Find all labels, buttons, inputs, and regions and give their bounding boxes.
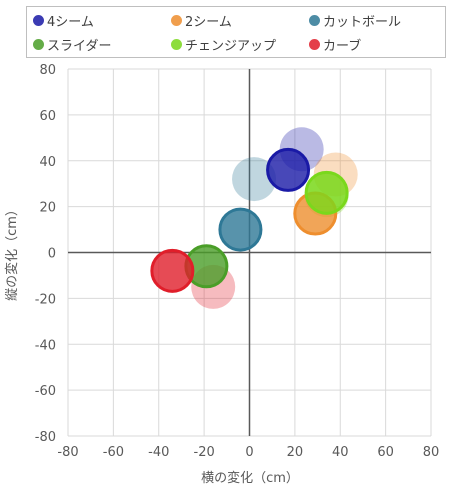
y-tick-label: 60 (39, 109, 56, 124)
legend-swatch-changeup (171, 38, 182, 50)
legend-item-curve: カーブ (309, 34, 361, 54)
x-tick-label: 20 (287, 445, 304, 460)
legend-label-curve: カーブ (323, 38, 362, 54)
x-tick-label: -40 (148, 445, 169, 460)
y-tick-label: -60 (35, 384, 56, 399)
x-tick-label: -20 (194, 445, 215, 460)
legend-swatch-2seam (171, 14, 182, 26)
tick-labels: -80 -60 -40 -20 0 20 40 60 80 80 60 40 20 0 -20 -40 -60 -… (35, 63, 440, 460)
legend-swatch-curve (309, 38, 320, 50)
bubble-4seam (266, 147, 311, 192)
bubble-changeup (304, 170, 349, 215)
bubble-curve (150, 248, 195, 293)
bubble-cutball (218, 207, 263, 252)
x-tick-label: -80 (57, 445, 78, 460)
legend-item-changeup: チェンジアップ (171, 34, 276, 54)
y-tick-label: 20 (39, 201, 56, 216)
y-axis-title: 縦の変化（cm） (4, 203, 20, 301)
legend-swatch-4seam (33, 14, 44, 26)
legend-item-slider: スライダー (33, 34, 111, 54)
legend-swatch-slider (33, 38, 44, 50)
legend-item-4seam: 4シーム (33, 10, 94, 30)
axes (68, 69, 431, 436)
legend-label-cutball: カットボール (323, 14, 402, 30)
y-tick-label: 0 (48, 247, 56, 262)
legend-label-slider: スライダー (47, 38, 112, 54)
x-axis-title: 横の変化（cm） (201, 470, 299, 486)
y-tick-label: 80 (39, 63, 56, 78)
y-tick-label: -20 (35, 292, 56, 307)
legend-label-4seam: 4シーム (47, 14, 94, 30)
y-tick-label: -40 (35, 338, 56, 353)
bubble-cutball-faded (232, 157, 277, 202)
legend-item-cutball: カットボール (309, 10, 401, 30)
legend-label-2seam: 2シーム (185, 14, 232, 30)
chart-legend: 4シーム 2シーム カットボール スライダー チェンジアップ カーブ (26, 6, 446, 58)
x-tick-label: -60 (103, 445, 124, 460)
bubbles (150, 127, 358, 309)
legend-swatch-cutball (309, 14, 320, 26)
x-tick-label: 40 (332, 445, 349, 460)
x-tick-label: 0 (245, 445, 253, 460)
legend-item-2seam: 2シーム (171, 10, 232, 30)
x-tick-label: 60 (377, 445, 394, 460)
y-tick-label: 40 (39, 155, 56, 170)
y-tick-label: -80 (35, 430, 56, 445)
x-tick-label: 80 (423, 445, 440, 460)
legend-label-changeup: チェンジアップ (185, 38, 277, 54)
